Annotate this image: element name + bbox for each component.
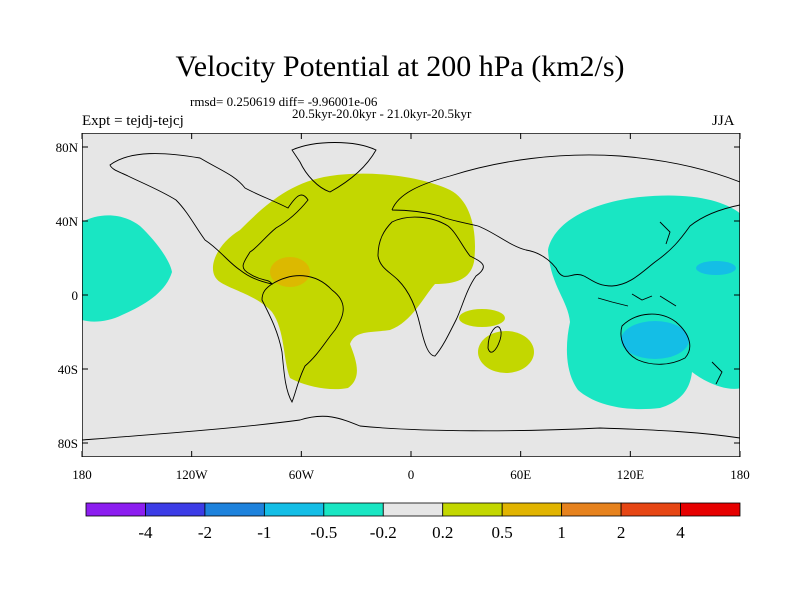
contour-positive-madagascar bbox=[478, 331, 534, 373]
lon-tick-label: 180 bbox=[730, 467, 750, 482]
colorbar-box bbox=[501, 502, 563, 517]
colorbar-box bbox=[323, 502, 384, 517]
colorbar-box bbox=[620, 502, 681, 517]
coast-north-america bbox=[109, 153, 309, 285]
coast-africa bbox=[377, 216, 484, 357]
coast-australia bbox=[620, 313, 691, 365]
colorbar-label: -1 bbox=[257, 523, 271, 542]
plot-title: Velocity Potential at 200 hPa (km2/s) bbox=[175, 50, 625, 83]
coast-new-zealand bbox=[711, 361, 723, 385]
colorbar-label: 0.5 bbox=[492, 523, 513, 542]
colorbar-label: -4 bbox=[138, 523, 153, 542]
experiment-label: Expt = tejdj-tejcj bbox=[82, 113, 184, 129]
colorbar-label: 1 bbox=[557, 523, 566, 542]
lat-tick-label: 40S bbox=[58, 362, 78, 377]
period-subtitle: 20.5kyr-20.0kyr - 21.0kyr-20.5kyr bbox=[292, 106, 472, 121]
colorbar-box bbox=[382, 502, 444, 517]
longitude-labels: 180 120W 60W 0 60E 120E 180 bbox=[72, 467, 750, 482]
colorbar-box bbox=[263, 502, 325, 517]
lon-tick-label: 60E bbox=[510, 467, 531, 482]
colorbar-box bbox=[85, 502, 146, 517]
colorbar-label: -0.2 bbox=[370, 523, 397, 542]
lat-tick-label: 80S bbox=[58, 436, 78, 451]
lat-tick-label: 40N bbox=[56, 214, 79, 229]
lon-tick-label: 0 bbox=[408, 467, 415, 482]
colorbar-label: 0.2 bbox=[432, 523, 453, 542]
colorbar-box bbox=[680, 502, 741, 517]
contour-negative-pacific-spot bbox=[696, 261, 736, 275]
colorbar-box bbox=[204, 502, 265, 517]
colorbar-label: 4 bbox=[676, 523, 685, 542]
contour-positive-atlantic bbox=[212, 173, 475, 390]
colorbar-box bbox=[561, 502, 622, 517]
colorbar bbox=[85, 502, 741, 517]
lon-tick-label: 120W bbox=[176, 467, 209, 482]
coast-south-america bbox=[261, 275, 344, 404]
lon-tick-label: 120E bbox=[617, 467, 645, 482]
coast-indonesia bbox=[597, 293, 677, 307]
contour-positive-caribbean bbox=[270, 257, 310, 287]
coast-greenland bbox=[291, 142, 377, 193]
lat-tick-label: 0 bbox=[72, 288, 79, 303]
coast-eurasia bbox=[391, 154, 740, 287]
colorbar-label: -0.5 bbox=[310, 523, 337, 542]
axis-ticks bbox=[81, 133, 741, 457]
colorbar-labels: -4 -2 -1 -0.5 -0.2 0.2 0.5 1 2 4 bbox=[138, 523, 685, 542]
coastlines bbox=[82, 142, 740, 441]
colorbar-label: 2 bbox=[617, 523, 626, 542]
map-field bbox=[82, 133, 740, 457]
season-label: JJA bbox=[712, 113, 735, 129]
stats-subtitle: rmsd= 0.250619 diff= -9.96001e-06 bbox=[190, 94, 378, 109]
coast-madagascar bbox=[487, 326, 502, 353]
contour-negative-australia bbox=[621, 321, 689, 359]
lat-tick-label: 80N bbox=[56, 140, 79, 155]
colorbar-box bbox=[145, 502, 206, 517]
contour-negative-indopacific bbox=[548, 195, 740, 410]
lon-tick-label: 60W bbox=[289, 467, 315, 482]
colorbar-label: -2 bbox=[198, 523, 212, 542]
coast-japan bbox=[659, 221, 671, 245]
coast-antarctica bbox=[82, 415, 740, 441]
contour-negative-west-pacific bbox=[82, 215, 172, 322]
contour-positive-indian-ocean bbox=[459, 309, 505, 327]
colorbar-box bbox=[442, 502, 503, 517]
latitude-labels: 80N 40N 0 40S 80S bbox=[56, 140, 79, 451]
lon-tick-label: 180 bbox=[72, 467, 92, 482]
